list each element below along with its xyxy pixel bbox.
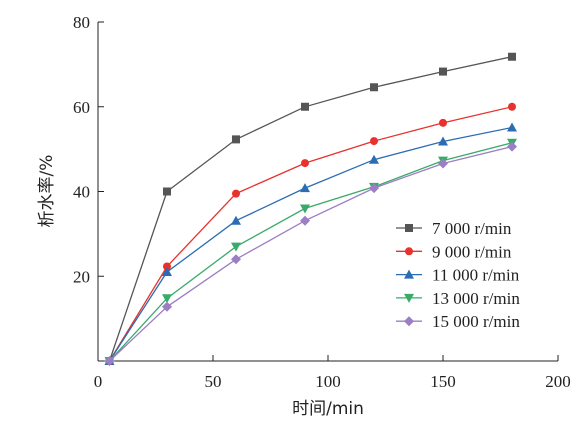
data-point	[508, 102, 516, 111]
legend-marker	[405, 247, 413, 256]
legend-marker	[405, 224, 413, 232]
data-point	[104, 356, 115, 366]
y-ticks: 20 40 60 80	[73, 13, 104, 286]
legend-label: 7 000 r/min	[432, 219, 512, 238]
data-point	[369, 183, 379, 194]
data-point	[301, 102, 309, 111]
x-tick-label: 200	[545, 372, 571, 391]
data-point	[369, 154, 379, 164]
legend-entry: 13 000 r/min	[396, 289, 520, 308]
legend-label: 15 000 r/min	[432, 312, 520, 331]
legend-marker	[404, 269, 414, 279]
legend-entry: 7 000 r/min	[396, 219, 512, 238]
data-point	[232, 135, 240, 144]
legend-marker	[404, 316, 414, 327]
data-point	[300, 215, 310, 226]
legend: 7 000 r/min 9 000 r/min 11 000 r/min 13 000…	[396, 219, 520, 331]
data-point	[231, 215, 241, 225]
data-point	[162, 267, 172, 277]
data-point	[507, 141, 517, 152]
data-point	[163, 262, 171, 271]
x-tick-label: 150	[430, 372, 456, 391]
series-5	[104, 141, 517, 366]
data-point	[508, 52, 516, 61]
data-point	[438, 136, 448, 146]
data-point	[231, 242, 241, 252]
data-point	[439, 118, 447, 127]
legend-entry: 9 000 r/min	[396, 242, 512, 261]
data-point	[301, 159, 309, 168]
data-point	[439, 67, 447, 76]
data-point	[438, 158, 448, 169]
legend-label: 9 000 r/min	[432, 242, 512, 261]
data-point	[231, 254, 241, 265]
data-point	[370, 83, 378, 92]
data-point	[162, 301, 172, 312]
data-point	[370, 137, 378, 146]
legend-marker	[404, 293, 414, 303]
y-tick-label: 60	[73, 98, 90, 117]
y-axis-title: 析水率/%	[37, 155, 57, 228]
data-point	[300, 204, 310, 214]
y-tick-label: 20	[73, 267, 90, 286]
data-point	[163, 187, 171, 196]
x-tick-label: 50	[205, 372, 222, 391]
legend-label: 11 000 r/min	[432, 266, 520, 285]
data-point	[507, 122, 517, 132]
legend-entry: 11 000 r/min	[396, 266, 520, 285]
legend-entry: 15 000 r/min	[396, 312, 520, 331]
data-point	[232, 189, 240, 198]
legend-label: 13 000 r/min	[432, 289, 520, 308]
x-axis-title: 时间/min	[292, 399, 364, 419]
data-point	[162, 294, 172, 304]
x-tick-label: 100	[315, 372, 341, 391]
series-layer	[104, 52, 517, 366]
x-tick-label: 0	[94, 372, 103, 391]
data-point	[300, 183, 310, 193]
y-tick-label: 80	[73, 13, 90, 32]
x-ticks: 0 50 100 150 200	[94, 355, 571, 391]
y-tick-label: 40	[73, 183, 90, 202]
